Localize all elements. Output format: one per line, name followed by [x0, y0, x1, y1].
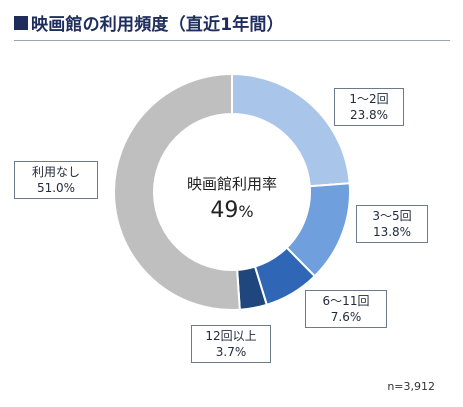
- label-box-none: 利用なし 51.0%: [14, 161, 98, 199]
- center-value-number: 49: [210, 198, 239, 223]
- label-category: 3～5回: [372, 209, 412, 223]
- label-value: 13.8%: [372, 225, 412, 239]
- center-title: 映画館利用率: [186, 175, 277, 193]
- center-value-unit: %: [238, 202, 254, 221]
- title-square-icon: [14, 15, 28, 30]
- label-value: 23.8%: [349, 108, 389, 122]
- label-box-6-11: 6～11回 7.6%: [305, 290, 387, 328]
- label-box-12-plus: 12回以上 3.7%: [191, 325, 271, 363]
- label-box-3-5: 3～5回 13.8%: [356, 205, 428, 243]
- label-box-1-2: 1～2回 23.8%: [334, 88, 404, 126]
- slice-none: [113, 72, 241, 311]
- label-category: 12回以上: [205, 329, 257, 343]
- label-value: 3.7%: [215, 345, 247, 359]
- label-value: 7.6%: [330, 310, 362, 324]
- chart-title-text: 映画館の利用頻度（直近1年間）: [31, 15, 284, 35]
- label-value: 51.0%: [36, 181, 76, 195]
- label-category: 1～2回: [349, 92, 389, 106]
- chart-title: 映画館の利用頻度（直近1年間）: [14, 10, 284, 35]
- title-divider: [14, 40, 450, 41]
- label-category: 6～11回: [322, 294, 370, 308]
- center-value: 49%: [162, 198, 302, 223]
- label-category: 利用なし: [31, 165, 80, 179]
- slice-1-2: [231, 72, 351, 188]
- sample-size-note: n=3,912: [387, 380, 435, 393]
